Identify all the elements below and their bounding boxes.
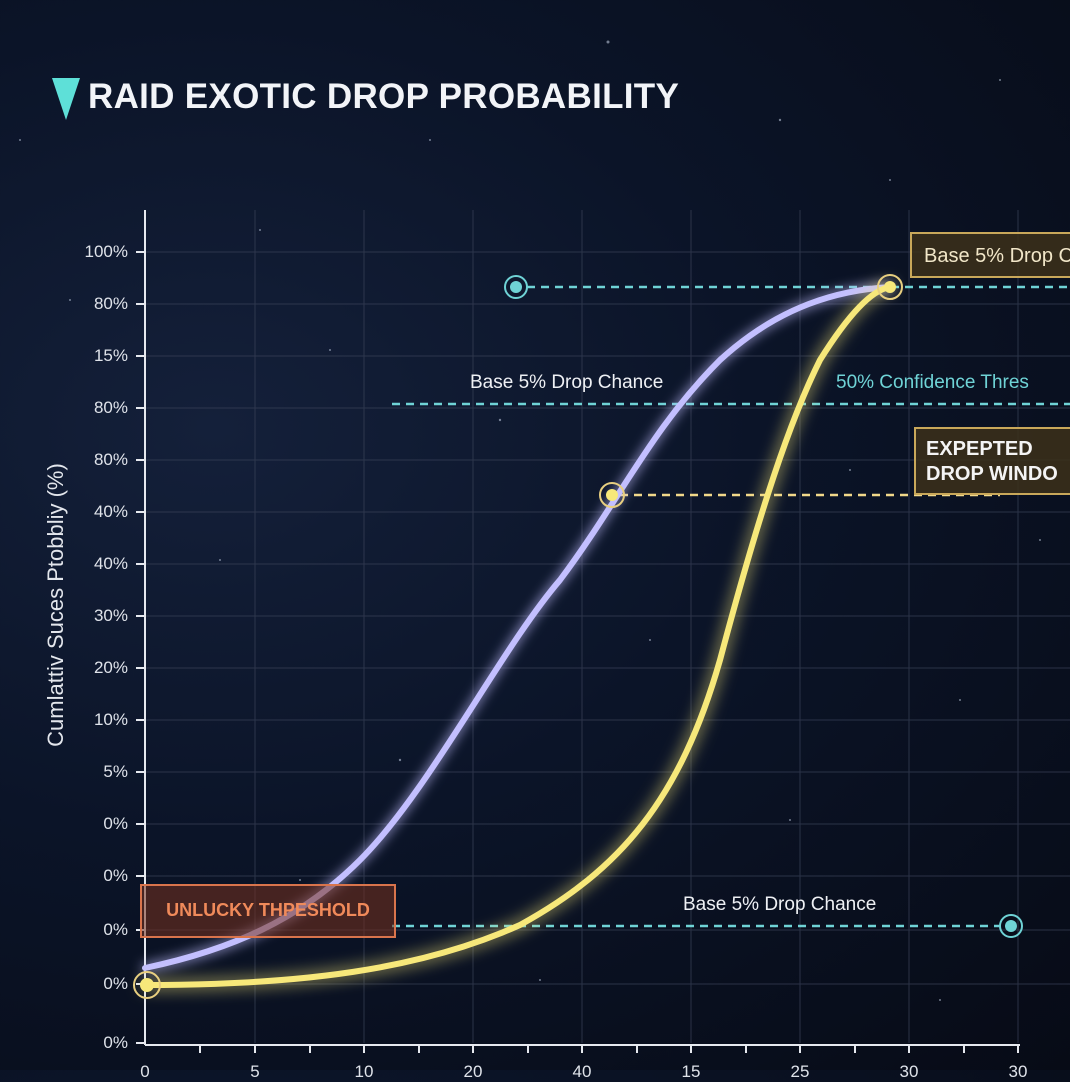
x-tick-label: 30 <box>1008 1062 1028 1081</box>
expected-line-1: EXPEPTED <box>926 438 1033 460</box>
annotation-base-drop-bottom: Base 5% Drop Chance <box>683 894 877 915</box>
triangle-down-icon <box>52 78 80 120</box>
y-tick-label: 15% <box>93 346 128 365</box>
y-tick-label: 30% <box>93 606 128 625</box>
chart-title-group: RAID EXOTIC DROP PROBABILITY <box>52 74 679 120</box>
annotation-expected-drop-window: EXPEPTED DROP WINDO <box>914 427 1070 495</box>
y-tick-label: 5% <box>103 762 128 781</box>
annotation-confidence-threshold: 50% Confidence Thres <box>836 372 1029 393</box>
star-field <box>19 40 1041 1001</box>
y-tick-label: 10% <box>93 710 128 729</box>
expected-line-2: DROP WINDO <box>926 463 1058 485</box>
x-tick-label: 40 <box>572 1062 592 1081</box>
series-yellow-curve <box>142 284 893 988</box>
y-tick-label: 0% <box>103 814 128 833</box>
marker-teal-bottom[interactable] <box>999 914 1023 938</box>
x-tick-label: 20 <box>463 1062 483 1081</box>
annotation-unlucky-threshold: UNLUCKY THPESHOLD <box>140 884 396 938</box>
marker-teal-top[interactable] <box>504 275 528 299</box>
y-tick-label: 0% <box>103 866 128 885</box>
x-tick-label: 10 <box>354 1062 374 1081</box>
reference-lines <box>392 285 1070 928</box>
y-tick-label: 0% <box>103 974 128 993</box>
x-tick-label: 5 <box>250 1062 260 1081</box>
y-tick-label: 40% <box>93 502 128 521</box>
y-tick-label: 40% <box>93 554 128 573</box>
y-tick-label: 20% <box>93 658 128 677</box>
y-tick-label: 0% <box>103 1033 128 1052</box>
y-tick-label: 80% <box>93 398 128 417</box>
x-tick-label: 15 <box>681 1062 701 1081</box>
marker-gold-mid[interactable] <box>599 482 625 508</box>
x-tick-label: 25 <box>790 1062 810 1081</box>
unlucky-text: UNLUCKY THPESHOLD <box>166 900 370 920</box>
y-axis-title: Cumlattiv Suces Ptobbliy (%) <box>43 463 68 747</box>
x-tick-label: 30 <box>899 1062 919 1081</box>
x-tick-label: 0 <box>140 1062 150 1081</box>
y-tick-label: 80% <box>93 450 128 469</box>
y-tick-label: 80% <box>93 294 128 313</box>
y-tick-label: 100% <box>84 242 128 261</box>
annotation-base-drop-mid: Base 5% Drop Chance <box>470 372 664 393</box>
marker-gold-origin[interactable] <box>133 971 161 999</box>
y-tick-label: 0% <box>103 920 128 939</box>
marker-gold-top[interactable] <box>877 274 903 300</box>
chart-title: RAID EXOTIC DROP PROBABILITY <box>88 77 680 116</box>
annotation-top-text: Base 5% Drop C <box>924 245 1070 267</box>
annotation-top-box: Base 5% Drop C <box>910 232 1070 278</box>
